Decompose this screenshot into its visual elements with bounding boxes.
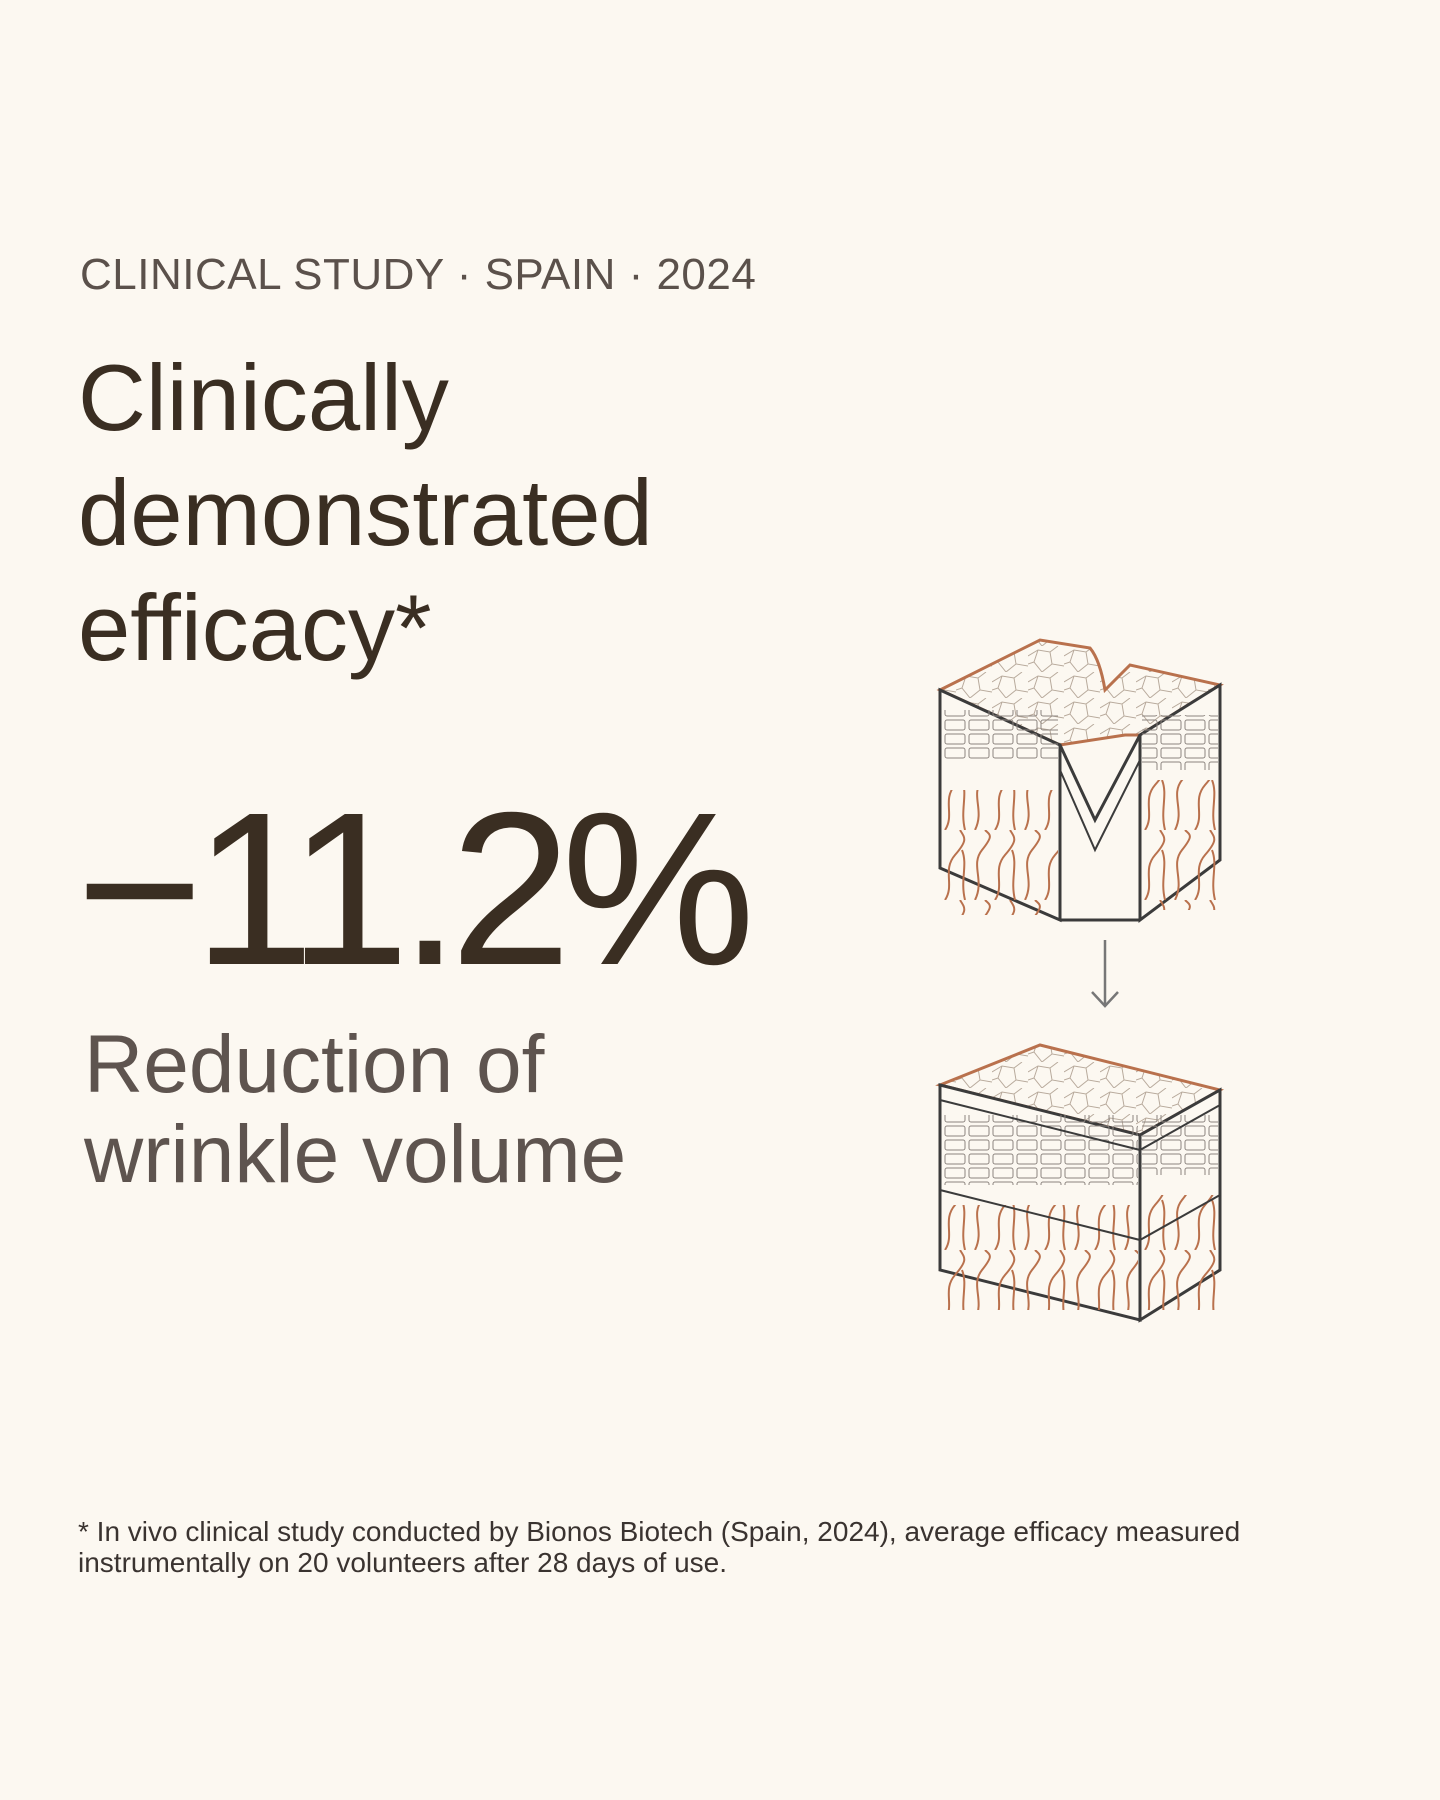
skin-illustration bbox=[935, 638, 1225, 1323]
skin-with-wrinkle-icon bbox=[936, 638, 1224, 923]
study-footnote: * In vivo clinical study conducted by Bi… bbox=[78, 1516, 1241, 1578]
arrow-down-icon bbox=[1091, 940, 1119, 1008]
headline: Clinically demonstrated efficacy* bbox=[78, 345, 653, 680]
smooth-skin-icon bbox=[935, 1043, 1225, 1323]
study-eyebrow: CLINICAL STUDY · SPAIN · 2024 bbox=[80, 250, 757, 299]
stat-value: −11.2% bbox=[76, 768, 755, 1011]
stat-caption: Reduction of wrinkle volume bbox=[84, 1019, 627, 1200]
